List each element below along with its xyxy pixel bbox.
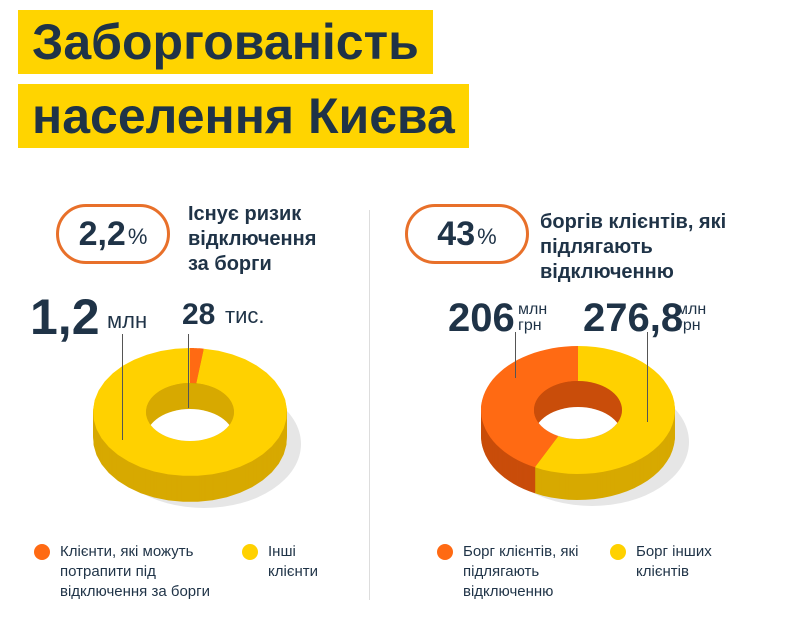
title-line-2: населення Києва [18,84,469,148]
label-debt-others: 276,8 [583,296,684,340]
label-risk: 28 [182,298,216,331]
label-debt-disconnect: 206 [448,296,515,340]
highlight-unit: % [477,224,497,249]
donut-hole [534,407,622,439]
highlight-text-left: Існує ризик відключення за борги [188,203,317,275]
legend-label: Борг інших клієнтів [636,543,712,580]
donut-hole [146,409,234,441]
legend-label: Клієнти, які можуть потрапити під відклю… [60,543,210,600]
legend-dot [610,544,626,560]
legend-dot [242,544,258,560]
legend-label: Борг клієнтів, які підлягають відключенн… [463,543,579,600]
legend-dot [437,544,453,560]
legend-dot [34,544,50,560]
unit-risk: тис. [225,303,265,328]
legend-item: Борг інших клієнтів [610,542,730,582]
leader-line [122,334,123,440]
highlight-unit: % [127,224,148,249]
legend-item: Інші клієнти [242,542,342,582]
legend-label: Інші клієнти [268,543,319,580]
highlight-pill-left: 2,2% [56,204,170,264]
legend-item: Клієнти, які можуть потрапити під відклю… [34,542,224,602]
highlight-text-right: боргів клієнтів, які підлягають відключе… [540,211,727,283]
unit-others: млн [107,308,148,333]
title-line-1: Заборгованість [18,10,433,74]
donut-slice-1 [534,346,675,474]
donut-slice-1 [93,348,287,476]
donut-slice-0 [481,346,578,468]
leader-line [647,332,648,422]
unit-debt-disconnect: млн грн [518,301,548,334]
leader-line [188,334,189,408]
divider [369,210,370,600]
donut-slice-0 [190,348,204,384]
highlight-pill-right: 43% [405,204,529,264]
leader-line [515,332,516,378]
unit-debt-others: млн грн [677,301,707,334]
label-others: 1,2 [30,289,100,345]
highlight-value: 2,2 [78,214,126,253]
highlight-value: 43 [437,214,476,253]
legend-item: Борг клієнтів, які підлягають відключенн… [437,542,587,602]
